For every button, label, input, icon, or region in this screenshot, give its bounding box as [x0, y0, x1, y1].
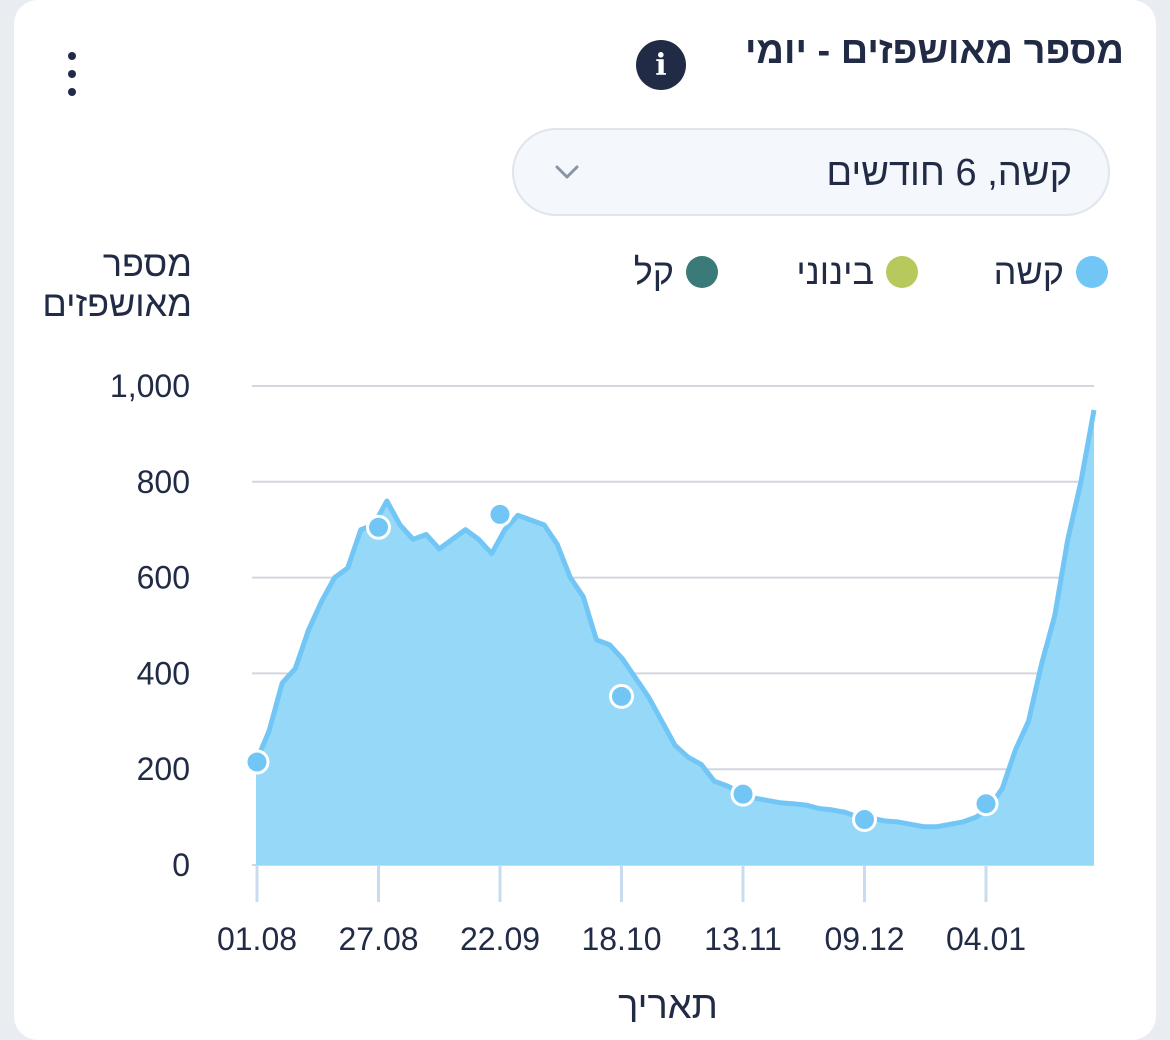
data-point-marker[interactable] [609, 683, 634, 709]
legend-item-moderate[interactable]: בינוני [796, 251, 918, 292]
data-point-marker[interactable] [487, 501, 513, 527]
x-tick-label: 22.09 [460, 921, 540, 957]
chart-title: מספר מאושפזים - יומי [744, 30, 1124, 72]
legend-dot-mild [686, 256, 718, 288]
y-tick-label: 600 [137, 560, 190, 596]
x-tick-label: 13.11 [704, 921, 782, 957]
range-select[interactable]: קשה, 6 חודשים [512, 128, 1110, 216]
info-icon[interactable]: i [636, 40, 686, 90]
more-vertical-icon[interactable] [62, 52, 82, 96]
y-tick-label: 400 [137, 655, 190, 691]
chevron-down-icon [555, 165, 579, 179]
legend-label-moderate: בינוני [796, 251, 874, 292]
legend-item-severe[interactable]: קשה [993, 251, 1108, 292]
legend-label-severe: קשה [993, 251, 1064, 292]
data-point-marker[interactable] [852, 806, 877, 832]
y-tick-label: 1,000 [110, 368, 190, 404]
data-point-marker[interactable] [973, 791, 999, 817]
y-tick-label: 200 [137, 751, 190, 787]
x-tick-label: 09.12 [824, 921, 904, 957]
data-point-marker[interactable] [366, 514, 391, 540]
y-axis-label: מספר מאושפזים [42, 243, 192, 324]
series-area-severe [256, 410, 1094, 865]
series-line-severe [253, 409, 1097, 830]
x-tick-label: 27.08 [338, 921, 418, 957]
range-select-value: קשה, 6 חודשים [826, 152, 1072, 194]
x-tick-label: 18.10 [581, 921, 661, 957]
x-tick-label: 04.01 [946, 921, 1026, 957]
y-tick-label: 0 [172, 847, 190, 883]
data-point-marker[interactable] [730, 781, 756, 807]
data-point-marker[interactable] [244, 749, 270, 775]
y-tick-label: 800 [137, 464, 190, 500]
x-tick-label: 01.08 [217, 921, 297, 957]
legend-label-mild: קל [633, 251, 674, 292]
legend-dot-moderate [886, 256, 918, 288]
legend-item-mild[interactable]: קל [633, 251, 718, 292]
legend-dot-severe [1076, 256, 1108, 288]
x-axis-label: תאריך [618, 985, 718, 1022]
